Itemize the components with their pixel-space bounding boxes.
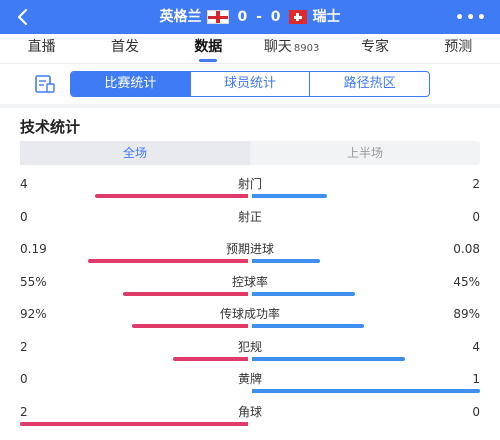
period-full-match[interactable]: 全场: [20, 141, 250, 165]
stat-home-value: 0: [20, 209, 28, 224]
switzerland-flag-icon: [288, 10, 307, 24]
stat-row-corners: 2 角球 0: [0, 405, 500, 437]
tab-chat[interactable]: 聊天 8903: [263, 39, 320, 55]
away-stat-bar: [252, 356, 405, 361]
stat-label: 角球: [237, 404, 262, 419]
away-score: 0: [270, 9, 281, 25]
segment-player-stats[interactable]: 球员统计: [189, 72, 310, 96]
stat-label: 传球成功率: [219, 307, 280, 321]
stat-away-value: 0: [472, 209, 480, 224]
stat-home-value: 0: [20, 372, 28, 386]
away-stat-bar: [252, 291, 355, 296]
away-stat-bar: [252, 389, 480, 393]
away-stat-bar: [252, 194, 327, 198]
stat-row-possession: 55% 控球率 45%: [0, 275, 500, 307]
chat-count: 8903: [293, 43, 320, 54]
tab-prediction[interactable]: 预测: [444, 39, 473, 55]
away-bar-track: [252, 259, 480, 263]
stats-segment-control: 比赛统计 球员统计 路径热区: [70, 71, 430, 97]
score-separator: -: [256, 9, 262, 25]
home-stat-bar: [123, 291, 248, 296]
stat-home-value: 55%: [20, 274, 47, 289]
home-bar-track: [20, 291, 248, 296]
home-team-name: 英格兰: [159, 9, 202, 25]
segment-match-stats[interactable]: 比赛统计: [71, 72, 190, 96]
stat-home-value: 2: [20, 339, 28, 354]
home-score: 0: [237, 9, 248, 25]
stats-subnav: 比赛统计 球员统计 路径热区: [0, 64, 500, 104]
stat-away-value: 89%: [453, 307, 480, 321]
away-bar-track: [252, 422, 480, 426]
stat-label: 控球率: [231, 274, 268, 289]
stat-label: 黄牌: [237, 372, 262, 386]
back-arrow-icon[interactable]: [14, 8, 32, 26]
stat-away-value: 2: [472, 177, 480, 191]
tab-lineup[interactable]: 首发: [110, 39, 139, 55]
stat-row-shots-on-target: 0 射正 0: [0, 210, 500, 242]
away-bar-track: [252, 389, 480, 393]
away-stat-bar: [252, 324, 364, 328]
stat-row-fouls: 2 犯规 4: [0, 340, 500, 372]
away-bar-track: [252, 356, 480, 361]
stat-home-value: 2: [20, 404, 28, 419]
home-bar-track: [20, 227, 248, 231]
home-bar-track: [20, 194, 248, 198]
segment-heatmap[interactable]: 路径热区: [309, 72, 429, 96]
stat-label: 射正: [237, 209, 262, 224]
document-icon[interactable]: [34, 74, 56, 94]
home-bar-track: [20, 324, 248, 328]
stat-row-expected-goals: 0.19 预期进球 0.08: [0, 242, 500, 274]
away-bar-track: [252, 227, 480, 231]
away-bar-track: [252, 324, 480, 328]
home-bar-track: [20, 389, 248, 393]
stat-row-yellow-cards: 0 黄牌 1: [0, 372, 500, 404]
stat-away-value: 0: [472, 404, 480, 419]
stat-away-value: 4: [472, 339, 480, 354]
away-bar-track: [252, 194, 480, 198]
home-stat-bar: [20, 421, 248, 426]
stat-row-pass-accuracy: 92% 传球成功率 89%: [0, 307, 500, 339]
home-stat-bar: [88, 259, 248, 263]
section-title: 技术统计: [20, 118, 81, 136]
tab-live[interactable]: 直播: [27, 39, 56, 55]
period-first-half[interactable]: 上半场: [346, 146, 383, 160]
home-stat-bar: [132, 324, 248, 328]
stat-away-value: 1: [472, 372, 480, 386]
stat-row-shots: 4 射门 2: [0, 177, 500, 209]
tab-experts[interactable]: 专家: [360, 39, 389, 55]
stat-home-value: 92%: [20, 307, 47, 321]
away-team-name: 瑞士: [312, 9, 341, 25]
match-header: 英格兰 0 - 0 瑞士 •••: [0, 0, 500, 34]
stat-home-value: 0.19: [20, 242, 47, 256]
stat-away-value: 45%: [453, 274, 480, 289]
more-options-icon[interactable]: •••: [455, 10, 488, 26]
home-stat-bar: [95, 194, 248, 198]
stat-label: 犯规: [237, 339, 262, 354]
england-flag-icon: [207, 10, 230, 24]
period-toggle: 全场 上半场: [20, 141, 480, 165]
stat-label: 预期进球: [225, 242, 274, 256]
stat-label: 射门: [237, 177, 262, 191]
home-bar-track: [20, 356, 248, 361]
match-scoreline: 英格兰 0 - 0 瑞士: [0, 7, 500, 27]
away-bar-track: [252, 291, 480, 296]
away-stat-bar: [252, 259, 320, 263]
home-bar-track: [20, 421, 248, 426]
tab-data[interactable]: 数据: [167, 34, 250, 63]
main-tabs: 直播 首发 数据 聊天 8903 专家 预测: [0, 34, 500, 64]
stat-away-value: 0.08: [453, 242, 480, 256]
home-bar-track: [20, 259, 248, 263]
section-divider: [0, 104, 500, 108]
home-stat-bar: [173, 356, 248, 361]
stat-home-value: 4: [20, 177, 28, 191]
